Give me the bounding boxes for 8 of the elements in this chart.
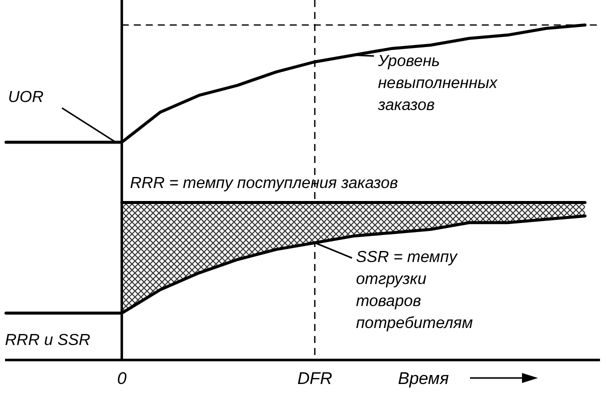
x-axis-title: Время: [398, 369, 449, 388]
x-tick-label: 0: [117, 369, 128, 388]
annotation: UOR: [8, 89, 44, 106]
annotation: RRR и SSR: [5, 332, 91, 349]
annotation: RRR = темпу поступления заказов: [130, 175, 398, 192]
annotation: Уровень невыполненных заказов: [377, 53, 498, 114]
x-tick-label: DFR: [297, 369, 332, 388]
annotation: SSR = темпу отгрузки товаров потребителям: [356, 249, 473, 332]
